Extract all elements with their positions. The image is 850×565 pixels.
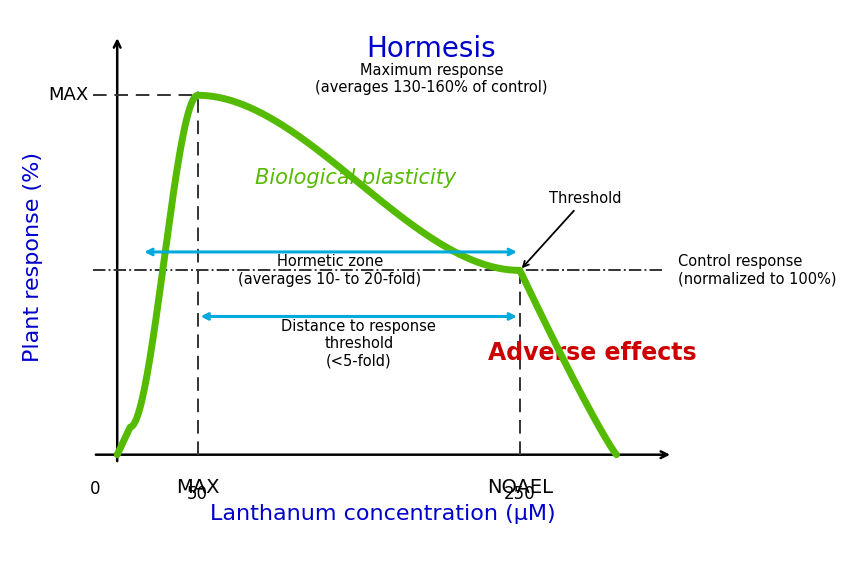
Text: Threshold: Threshold (523, 191, 621, 267)
Text: 250: 250 (504, 485, 536, 503)
Text: 0: 0 (89, 480, 100, 498)
Text: MAX: MAX (48, 86, 88, 105)
Text: Lanthanum concentration (μM): Lanthanum concentration (μM) (210, 505, 556, 524)
Text: MAX: MAX (176, 478, 219, 497)
Text: 50: 50 (187, 485, 208, 503)
Text: Biological plasticity: Biological plasticity (255, 168, 456, 188)
Text: Control response
(normalized to 100%): Control response (normalized to 100%) (677, 254, 836, 286)
Text: Hormesis: Hormesis (366, 36, 496, 63)
Text: Maximum response
(averages 130-160% of control): Maximum response (averages 130-160% of c… (315, 63, 547, 95)
Text: NOAEL: NOAEL (487, 478, 552, 497)
Text: Distance to response
threshold
(<5-fold): Distance to response threshold (<5-fold) (281, 319, 436, 368)
Text: Adverse effects: Adverse effects (488, 341, 697, 366)
Text: Plant response (%): Plant response (%) (24, 151, 43, 362)
Text: Hormetic zone
(averages 10- to 20-fold): Hormetic zone (averages 10- to 20-fold) (238, 254, 422, 286)
